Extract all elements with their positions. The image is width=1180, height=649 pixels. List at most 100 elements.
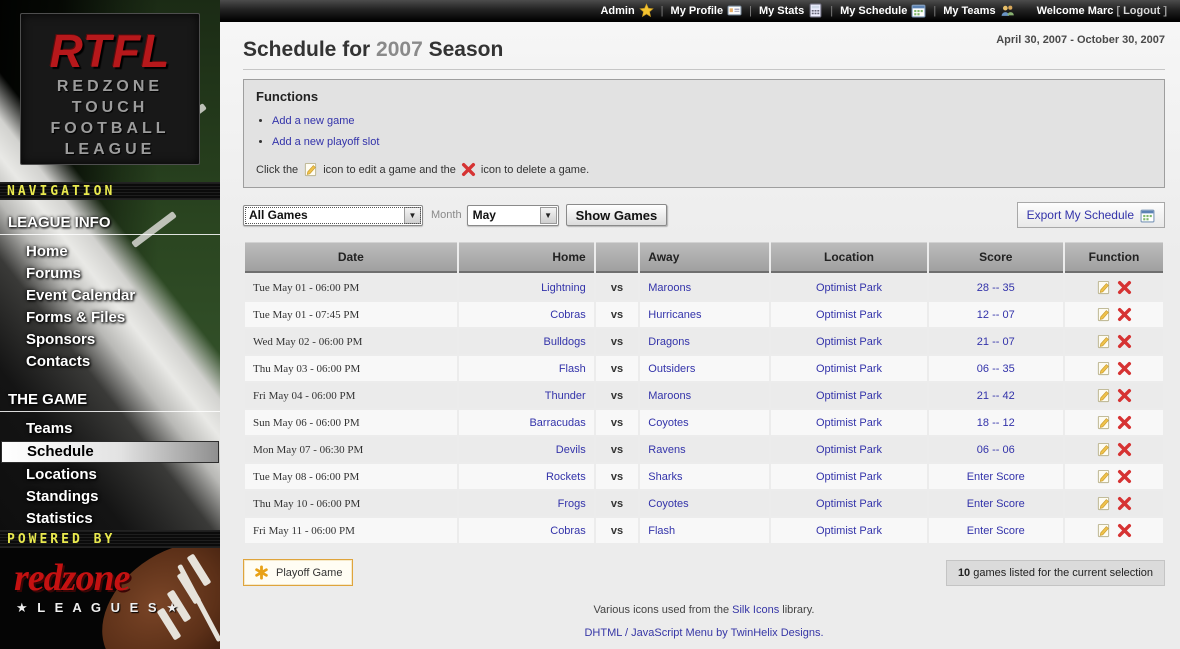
location-link[interactable]: Optimist Park: [815, 362, 882, 375]
edit-game-icon[interactable]: [1096, 361, 1111, 376]
away-team-link[interactable]: Ravens: [648, 443, 686, 456]
score-link[interactable]: 18 -- 12: [976, 416, 1015, 429]
edit-game-icon[interactable]: [1096, 496, 1111, 511]
away-team-link[interactable]: Sharks: [648, 470, 683, 483]
delete-game-icon[interactable]: [1117, 442, 1132, 457]
away-team-link[interactable]: Dragons: [648, 335, 690, 348]
sidebar-item-standings[interactable]: Standings: [26, 487, 99, 505]
col-header-function: Function: [1064, 242, 1163, 273]
score-link[interactable]: 12 -- 07: [976, 308, 1015, 321]
score-link[interactable]: 06 -- 35: [976, 362, 1015, 375]
score-link[interactable]: Enter Score: [966, 497, 1025, 510]
dhtml-menu-link[interactable]: DHTML / JavaScript Menu: [584, 627, 714, 639]
menu-my-schedule[interactable]: My Schedule: [840, 3, 926, 18]
month-filter-select[interactable]: May ▼: [466, 204, 559, 226]
delete-game-icon[interactable]: [1117, 388, 1132, 403]
location-link[interactable]: Optimist Park: [815, 470, 882, 483]
sidebar-item-contacts[interactable]: Contacts: [26, 352, 91, 370]
games-filter-select[interactable]: All Games ▼: [243, 204, 423, 226]
vs-label: vs: [595, 491, 639, 516]
add-game-link[interactable]: Add a new game: [272, 115, 355, 127]
location-link[interactable]: Optimist Park: [815, 308, 882, 321]
sidebar-item-event-calendar[interactable]: Event Calendar: [26, 286, 136, 304]
away-team-link[interactable]: Outsiders: [648, 362, 696, 375]
location-link[interactable]: Optimist Park: [815, 416, 882, 429]
home-team-link[interactable]: Bulldogs: [543, 335, 586, 348]
delete-game-icon[interactable]: [1117, 361, 1132, 376]
home-team-link[interactable]: Lightning: [541, 281, 586, 294]
silk-icons-credit: Various icons used from the Silk Icons l…: [593, 604, 815, 616]
navigation-banner: NAVIGATION: [0, 181, 220, 200]
location-link[interactable]: Optimist Park: [815, 524, 882, 537]
location-link[interactable]: Optimist Park: [815, 389, 882, 402]
sidebar-item-forums[interactable]: Forums: [26, 264, 82, 282]
edit-game-icon[interactable]: [1096, 307, 1111, 322]
export-schedule-button[interactable]: Export My Schedule: [1016, 202, 1165, 228]
sidebar-item-home[interactable]: Home: [26, 242, 68, 260]
home-team-link[interactable]: Flash: [558, 362, 586, 375]
location-link[interactable]: Optimist Park: [815, 443, 882, 456]
menu-admin[interactable]: Admin: [600, 3, 654, 18]
score-link[interactable]: 06 -- 06: [976, 443, 1015, 456]
sidebar-item-statistics[interactable]: Statistics: [26, 509, 93, 527]
sidebar-item-forms-files[interactable]: Forms & Files: [26, 308, 126, 326]
away-team-link[interactable]: Coyotes: [648, 416, 689, 429]
home-team-link[interactable]: Thunder: [544, 389, 586, 402]
location-link[interactable]: Optimist Park: [815, 335, 882, 348]
away-team-link[interactable]: Hurricanes: [648, 308, 702, 321]
sidebar-item-locations[interactable]: Locations: [26, 465, 97, 483]
menu-my-profile[interactable]: My Profile: [671, 3, 743, 18]
menu-my-stats-label: My Stats: [758, 4, 805, 17]
menu-my-teams[interactable]: My Teams: [943, 3, 1014, 18]
add-playoff-slot-link[interactable]: Add a new playoff slot: [272, 136, 380, 148]
away-team-link[interactable]: Flash: [648, 524, 676, 537]
delete-game-icon[interactable]: [1117, 496, 1132, 511]
score-link[interactable]: 21 -- 42: [976, 389, 1015, 402]
menu-my-schedule-label: My Schedule: [840, 4, 908, 17]
logout-link[interactable]: Logout: [1123, 4, 1161, 17]
league-logo-line: LEAGUE: [64, 141, 156, 158]
score-link[interactable]: 28 -- 35: [976, 281, 1015, 294]
home-team-link[interactable]: Devils: [555, 443, 586, 456]
chevron-down-icon: ▼: [404, 206, 421, 224]
edit-game-icon[interactable]: [1096, 523, 1111, 538]
delete-game-icon[interactable]: [1117, 307, 1132, 322]
home-team-link[interactable]: Frogs: [557, 497, 586, 510]
twinhelix-link[interactable]: TwinHelix Designs: [730, 627, 821, 639]
away-team-link[interactable]: Coyotes: [648, 497, 689, 510]
away-team-link[interactable]: Maroons: [648, 281, 692, 294]
table-row: Thu May 10 - 06:00 PM Frogs vs Coyotes Optim…: [245, 491, 1163, 516]
playoff-game-button[interactable]: Playoff Game: [243, 559, 354, 586]
sidebar-item-teams[interactable]: Teams: [26, 419, 73, 437]
edit-game-icon[interactable]: [1096, 388, 1111, 403]
away-team-link[interactable]: Maroons: [648, 389, 692, 402]
location-link[interactable]: Optimist Park: [815, 281, 882, 294]
home-team-link[interactable]: Barracudas: [529, 416, 586, 429]
location-link[interactable]: Optimist Park: [815, 497, 882, 510]
show-games-button[interactable]: Show Games: [565, 204, 668, 226]
delete-game-icon[interactable]: [1117, 415, 1132, 430]
calendar-icon: [1140, 209, 1155, 222]
admin-topbar: Admin | My Profile | My Stats | My Sched…: [220, 0, 1180, 22]
delete-game-icon[interactable]: [1117, 280, 1132, 295]
score-link[interactable]: 21 -- 07: [976, 335, 1015, 348]
edit-game-icon[interactable]: [1096, 442, 1111, 457]
delete-game-icon[interactable]: [1117, 469, 1132, 484]
score-link[interactable]: Enter Score: [966, 470, 1025, 483]
edit-game-icon[interactable]: [1096, 280, 1111, 295]
home-team-link[interactable]: Cobras: [550, 308, 586, 321]
delete-game-icon[interactable]: [1117, 523, 1132, 538]
silk-icons-link[interactable]: Silk Icons: [732, 604, 780, 616]
home-team-link[interactable]: Cobras: [550, 524, 586, 537]
sidebar-item-sponsors[interactable]: Sponsors: [26, 330, 96, 348]
edit-game-icon[interactable]: [1096, 334, 1111, 349]
edit-game-icon[interactable]: [1096, 415, 1111, 430]
score-link[interactable]: Enter Score: [966, 524, 1025, 537]
edit-game-icon[interactable]: [1096, 469, 1111, 484]
edit-pencil-icon: [1097, 496, 1110, 511]
menu-my-stats[interactable]: My Stats: [759, 3, 823, 18]
delete-game-icon[interactable]: [1117, 334, 1132, 349]
sidebar-item-schedule[interactable]: Schedule: [1, 440, 219, 463]
home-team-link[interactable]: Rockets: [545, 470, 586, 483]
